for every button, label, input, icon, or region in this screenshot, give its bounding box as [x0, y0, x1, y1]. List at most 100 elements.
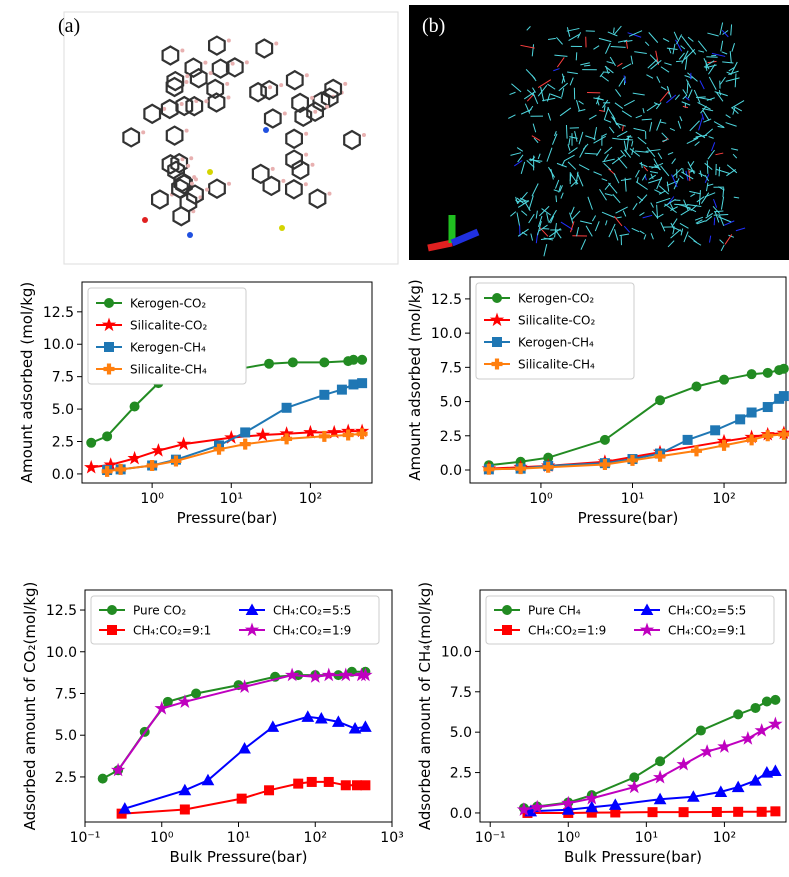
atom	[205, 188, 209, 192]
y-axis-label: Amount adsorbed (mol/kg)	[18, 282, 36, 484]
legend-label: Silicalite-CH₄	[130, 363, 207, 377]
marker	[153, 445, 164, 456]
panel-a-frame	[64, 12, 398, 264]
marker	[720, 375, 729, 384]
atom	[304, 182, 308, 186]
marker	[656, 757, 665, 766]
atom	[310, 96, 314, 100]
marker	[358, 379, 367, 388]
x-tick-label: 10¹	[621, 491, 644, 507]
marker	[307, 777, 316, 786]
bond	[676, 61, 683, 62]
bond	[719, 167, 720, 176]
marker	[361, 781, 370, 790]
y-tick-label: 7.5	[440, 360, 462, 376]
marker	[320, 390, 329, 399]
y-tick-label: 0.0	[450, 806, 472, 822]
atom	[362, 133, 366, 137]
x-axis-label: Bulk Pressure(bar)	[564, 848, 702, 866]
marker	[750, 775, 761, 785]
marker	[734, 807, 743, 816]
bond	[576, 52, 577, 60]
marker	[237, 794, 246, 803]
marker	[265, 786, 274, 795]
legend-label: CH₄:CO₂=1:9	[273, 624, 351, 638]
x-axis-label: Pressure(bar)	[177, 509, 278, 527]
atom	[189, 156, 193, 160]
marker	[288, 358, 297, 367]
marker	[629, 781, 641, 792]
marker	[712, 807, 721, 816]
atom	[227, 39, 231, 43]
marker	[360, 721, 371, 731]
marker	[696, 726, 705, 735]
marker	[265, 359, 274, 368]
marker	[692, 382, 701, 391]
atom	[327, 192, 331, 196]
atom	[263, 127, 269, 133]
figure: (a) (b) 10⁰10¹10²0.02.55.07.510.012.5Pre…	[0, 0, 789, 873]
legend-marker	[493, 338, 502, 347]
y-tick-label: 0.0	[52, 467, 74, 483]
atom	[274, 41, 278, 45]
legend-marker	[105, 299, 114, 308]
marker	[747, 408, 756, 417]
x-tick-label: 10²	[712, 491, 735, 507]
marker	[358, 355, 367, 364]
legend-label: Kerogen-CO₂	[518, 292, 594, 306]
legend-marker	[105, 343, 114, 352]
atom	[268, 85, 272, 89]
marker	[341, 781, 350, 790]
marker	[770, 718, 781, 729]
marker	[353, 781, 362, 790]
y-tick-label: 12.5	[431, 292, 462, 308]
marker	[103, 432, 112, 441]
atom	[279, 83, 283, 87]
atom	[180, 102, 184, 106]
y-tick-label: 10.0	[46, 645, 77, 661]
y-tick-label: 2.5	[52, 435, 74, 451]
legend-label: Silicalite-CO₂	[130, 319, 207, 333]
marker	[178, 438, 189, 449]
atom	[209, 71, 213, 75]
legend-label: Silicalite-CH₄	[518, 358, 595, 372]
marker	[763, 403, 772, 412]
atom	[186, 164, 190, 168]
y-axis-label: Amount adsorbed (mol/kg)	[406, 279, 424, 481]
marker	[241, 428, 250, 437]
panel-label: (a)	[58, 15, 80, 37]
x-tick-label: 10⁰	[529, 491, 553, 507]
marker	[719, 741, 730, 752]
x-tick-label: 10²	[713, 830, 736, 846]
bond	[714, 211, 723, 212]
atom	[180, 48, 184, 52]
legend-marker	[503, 606, 512, 615]
y-tick-label: 5.0	[55, 728, 77, 744]
y-tick-label: 0.0	[440, 463, 462, 479]
atom	[283, 112, 287, 116]
bond	[556, 195, 557, 202]
atom	[185, 129, 189, 133]
legend-label: Kerogen-CO₂	[130, 297, 206, 311]
atom	[304, 153, 308, 157]
y-tick-label: 2.5	[55, 770, 77, 786]
marker	[734, 710, 743, 719]
y-tick-label: 2.5	[450, 766, 472, 782]
marker	[305, 426, 316, 437]
legend-label: Pure CH₄	[528, 604, 581, 618]
atom	[279, 225, 285, 231]
legend-label: CH₄:CO₂=1:9	[528, 624, 606, 638]
legend-marker	[503, 626, 512, 635]
atom	[271, 167, 275, 171]
marker	[771, 807, 780, 816]
atom	[142, 217, 148, 223]
marker	[762, 697, 771, 706]
legend-marker	[108, 626, 117, 635]
marker	[192, 689, 201, 698]
marker	[779, 392, 788, 401]
atom	[305, 73, 309, 77]
bond	[566, 125, 567, 139]
